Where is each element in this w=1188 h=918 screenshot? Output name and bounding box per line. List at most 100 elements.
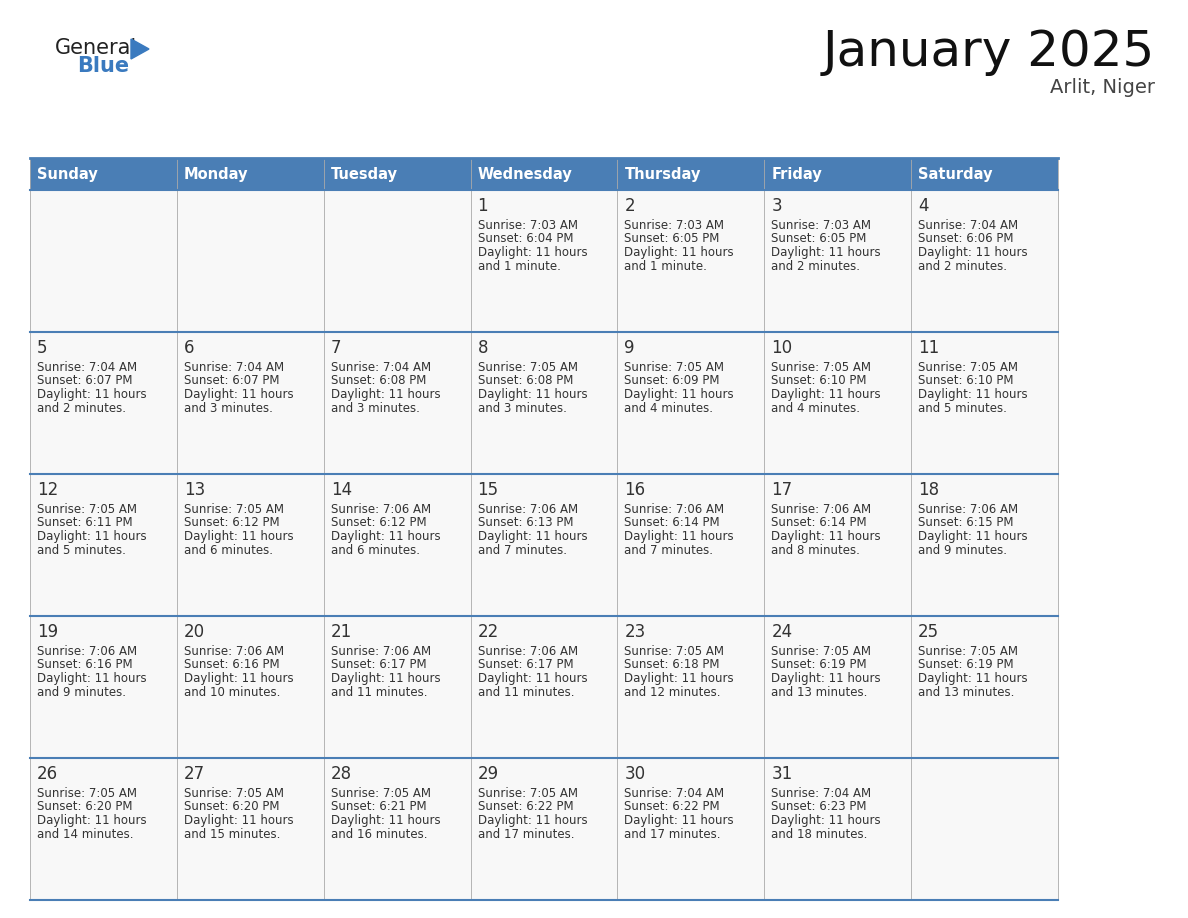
Text: Sunrise: 7:05 AM: Sunrise: 7:05 AM <box>771 361 871 374</box>
Text: Sunset: 6:20 PM: Sunset: 6:20 PM <box>184 800 279 813</box>
Bar <box>764 158 911 190</box>
Text: Sunset: 6:22 PM: Sunset: 6:22 PM <box>478 800 573 813</box>
Text: Sunrise: 7:06 AM: Sunrise: 7:06 AM <box>771 503 872 516</box>
Text: Sunset: 6:13 PM: Sunset: 6:13 PM <box>478 517 573 530</box>
Text: Sunrise: 7:06 AM: Sunrise: 7:06 AM <box>184 645 284 658</box>
Text: Arlit, Niger: Arlit, Niger <box>1050 78 1155 97</box>
Text: and 2 minutes.: and 2 minutes. <box>771 260 860 273</box>
Text: 15: 15 <box>478 481 499 499</box>
Text: 10: 10 <box>771 339 792 357</box>
Text: Daylight: 11 hours: Daylight: 11 hours <box>918 530 1028 543</box>
Text: Daylight: 11 hours: Daylight: 11 hours <box>625 672 734 685</box>
Text: Saturday: Saturday <box>918 166 993 182</box>
Text: 1: 1 <box>478 197 488 215</box>
Text: Daylight: 11 hours: Daylight: 11 hours <box>771 530 881 543</box>
Text: and 3 minutes.: and 3 minutes. <box>184 401 273 415</box>
Text: Sunset: 6:18 PM: Sunset: 6:18 PM <box>625 658 720 671</box>
Text: Sunset: 6:16 PM: Sunset: 6:16 PM <box>37 658 133 671</box>
Text: Daylight: 11 hours: Daylight: 11 hours <box>184 530 293 543</box>
Text: 22: 22 <box>478 623 499 641</box>
Text: Sunrise: 7:03 AM: Sunrise: 7:03 AM <box>771 219 871 232</box>
Text: 16: 16 <box>625 481 645 499</box>
Bar <box>764 474 911 616</box>
Text: Sunrise: 7:03 AM: Sunrise: 7:03 AM <box>625 219 725 232</box>
Bar <box>618 616 764 758</box>
Text: 21: 21 <box>330 623 352 641</box>
Text: Daylight: 11 hours: Daylight: 11 hours <box>771 814 881 827</box>
Text: Sunrise: 7:04 AM: Sunrise: 7:04 AM <box>330 361 431 374</box>
Text: 3: 3 <box>771 197 782 215</box>
Text: Daylight: 11 hours: Daylight: 11 hours <box>330 388 441 401</box>
Bar <box>30 758 177 900</box>
Text: Sunset: 6:21 PM: Sunset: 6:21 PM <box>330 800 426 813</box>
Text: and 15 minutes.: and 15 minutes. <box>184 827 280 841</box>
Text: Daylight: 11 hours: Daylight: 11 hours <box>625 530 734 543</box>
Text: and 4 minutes.: and 4 minutes. <box>625 401 714 415</box>
Text: Sunrise: 7:05 AM: Sunrise: 7:05 AM <box>625 361 725 374</box>
Bar <box>30 190 177 332</box>
Bar <box>30 332 177 474</box>
Text: Sunrise: 7:06 AM: Sunrise: 7:06 AM <box>330 645 431 658</box>
Text: Daylight: 11 hours: Daylight: 11 hours <box>478 530 587 543</box>
Bar <box>323 474 470 616</box>
Text: 11: 11 <box>918 339 940 357</box>
Text: Sunrise: 7:05 AM: Sunrise: 7:05 AM <box>184 787 284 800</box>
Text: Daylight: 11 hours: Daylight: 11 hours <box>330 672 441 685</box>
Text: and 3 minutes.: and 3 minutes. <box>330 401 419 415</box>
Text: Sunset: 6:19 PM: Sunset: 6:19 PM <box>771 658 867 671</box>
Text: and 9 minutes.: and 9 minutes. <box>918 543 1007 556</box>
Text: 26: 26 <box>37 765 58 783</box>
Text: and 7 minutes.: and 7 minutes. <box>478 543 567 556</box>
Bar <box>30 474 177 616</box>
Text: 6: 6 <box>184 339 195 357</box>
Text: Wednesday: Wednesday <box>478 166 573 182</box>
Bar <box>911 190 1059 332</box>
Text: Daylight: 11 hours: Daylight: 11 hours <box>625 814 734 827</box>
Text: Sunrise: 7:05 AM: Sunrise: 7:05 AM <box>330 787 431 800</box>
Text: and 11 minutes.: and 11 minutes. <box>478 686 574 699</box>
Text: and 16 minutes.: and 16 minutes. <box>330 827 428 841</box>
Text: Sunrise: 7:05 AM: Sunrise: 7:05 AM <box>771 645 871 658</box>
Text: Sunrise: 7:04 AM: Sunrise: 7:04 AM <box>625 787 725 800</box>
Text: Daylight: 11 hours: Daylight: 11 hours <box>771 246 881 259</box>
Text: and 13 minutes.: and 13 minutes. <box>918 686 1015 699</box>
Text: Sunset: 6:19 PM: Sunset: 6:19 PM <box>918 658 1013 671</box>
Bar <box>470 758 618 900</box>
Bar <box>177 474 323 616</box>
Text: Friday: Friday <box>771 166 822 182</box>
Bar <box>177 758 323 900</box>
Text: Daylight: 11 hours: Daylight: 11 hours <box>771 672 881 685</box>
Text: Sunset: 6:08 PM: Sunset: 6:08 PM <box>478 375 573 387</box>
Text: Sunset: 6:20 PM: Sunset: 6:20 PM <box>37 800 133 813</box>
Text: and 17 minutes.: and 17 minutes. <box>625 827 721 841</box>
Text: Sunset: 6:22 PM: Sunset: 6:22 PM <box>625 800 720 813</box>
Bar <box>911 158 1059 190</box>
Text: 27: 27 <box>184 765 206 783</box>
Text: and 6 minutes.: and 6 minutes. <box>330 543 419 556</box>
Text: 19: 19 <box>37 623 58 641</box>
Bar <box>618 332 764 474</box>
Text: Sunset: 6:06 PM: Sunset: 6:06 PM <box>918 232 1013 245</box>
Text: Sunrise: 7:05 AM: Sunrise: 7:05 AM <box>625 645 725 658</box>
Text: Daylight: 11 hours: Daylight: 11 hours <box>918 388 1028 401</box>
Bar <box>470 332 618 474</box>
Text: and 10 minutes.: and 10 minutes. <box>184 686 280 699</box>
Text: Daylight: 11 hours: Daylight: 11 hours <box>184 814 293 827</box>
Text: 29: 29 <box>478 765 499 783</box>
Text: Daylight: 11 hours: Daylight: 11 hours <box>37 530 146 543</box>
Bar <box>177 332 323 474</box>
Text: and 12 minutes.: and 12 minutes. <box>625 686 721 699</box>
Text: Sunrise: 7:04 AM: Sunrise: 7:04 AM <box>37 361 137 374</box>
Text: 25: 25 <box>918 623 940 641</box>
Text: and 5 minutes.: and 5 minutes. <box>918 401 1007 415</box>
Text: Daylight: 11 hours: Daylight: 11 hours <box>330 814 441 827</box>
Text: and 1 minute.: and 1 minute. <box>478 260 561 273</box>
Bar <box>911 474 1059 616</box>
Bar <box>323 758 470 900</box>
Text: Sunset: 6:14 PM: Sunset: 6:14 PM <box>771 517 867 530</box>
Text: Daylight: 11 hours: Daylight: 11 hours <box>918 672 1028 685</box>
Text: Sunset: 6:05 PM: Sunset: 6:05 PM <box>771 232 867 245</box>
Bar <box>764 758 911 900</box>
Text: Sunset: 6:05 PM: Sunset: 6:05 PM <box>625 232 720 245</box>
Bar <box>323 190 470 332</box>
